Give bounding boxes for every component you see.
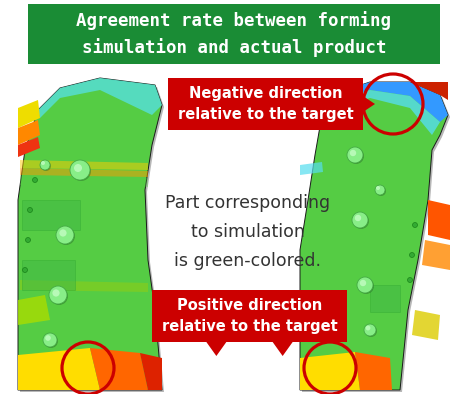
Circle shape xyxy=(23,268,28,273)
Polygon shape xyxy=(355,352,392,390)
Circle shape xyxy=(366,325,370,331)
Circle shape xyxy=(32,178,38,182)
Circle shape xyxy=(413,223,417,227)
Polygon shape xyxy=(20,280,148,292)
Polygon shape xyxy=(300,82,448,390)
FancyBboxPatch shape xyxy=(28,4,440,64)
Polygon shape xyxy=(340,82,448,122)
Polygon shape xyxy=(340,90,440,135)
FancyBboxPatch shape xyxy=(168,78,363,130)
Circle shape xyxy=(348,148,364,164)
Circle shape xyxy=(407,277,413,282)
Circle shape xyxy=(350,150,356,156)
Polygon shape xyxy=(20,168,148,177)
FancyBboxPatch shape xyxy=(152,290,347,342)
Circle shape xyxy=(25,238,31,242)
Circle shape xyxy=(40,160,50,170)
Polygon shape xyxy=(18,120,40,145)
Circle shape xyxy=(360,280,366,286)
Circle shape xyxy=(57,227,75,245)
Circle shape xyxy=(364,324,376,336)
Polygon shape xyxy=(370,285,400,312)
Polygon shape xyxy=(18,100,40,128)
Circle shape xyxy=(70,160,90,180)
Polygon shape xyxy=(300,162,323,175)
Circle shape xyxy=(347,147,363,163)
Polygon shape xyxy=(38,78,162,118)
Circle shape xyxy=(376,186,380,190)
Polygon shape xyxy=(20,330,148,344)
Circle shape xyxy=(41,161,51,171)
Circle shape xyxy=(43,333,57,347)
Circle shape xyxy=(74,164,82,172)
Text: Negative direction
relative to the target: Negative direction relative to the targe… xyxy=(178,86,353,122)
Circle shape xyxy=(44,334,58,348)
Polygon shape xyxy=(20,160,148,170)
Polygon shape xyxy=(422,240,450,270)
Text: Agreement rate between forming
simulation and actual product: Agreement rate between forming simulatio… xyxy=(77,11,392,57)
Circle shape xyxy=(52,290,60,297)
Polygon shape xyxy=(300,352,360,390)
Circle shape xyxy=(41,161,45,165)
Polygon shape xyxy=(428,200,450,240)
Polygon shape xyxy=(18,348,100,390)
Text: Part corresponding
to simulation
is green-colored.: Part corresponding to simulation is gree… xyxy=(165,194,330,270)
Circle shape xyxy=(59,229,67,237)
Polygon shape xyxy=(20,80,164,392)
Polygon shape xyxy=(302,84,450,392)
Polygon shape xyxy=(363,96,375,112)
Circle shape xyxy=(355,215,361,221)
Polygon shape xyxy=(22,200,80,230)
Polygon shape xyxy=(273,342,293,356)
Circle shape xyxy=(45,335,51,341)
Polygon shape xyxy=(18,295,50,325)
Circle shape xyxy=(49,286,67,304)
Circle shape xyxy=(28,208,32,212)
Circle shape xyxy=(375,185,385,195)
Circle shape xyxy=(50,287,68,305)
Circle shape xyxy=(376,186,386,196)
Polygon shape xyxy=(206,342,227,356)
Polygon shape xyxy=(18,137,40,157)
Circle shape xyxy=(365,325,377,337)
Circle shape xyxy=(56,226,74,244)
Polygon shape xyxy=(412,310,440,340)
Circle shape xyxy=(358,278,374,294)
Polygon shape xyxy=(20,175,148,187)
Circle shape xyxy=(409,253,415,258)
Polygon shape xyxy=(410,82,448,100)
Text: Positive direction
relative to the target: Positive direction relative to the targe… xyxy=(162,298,337,334)
Circle shape xyxy=(357,277,373,293)
Circle shape xyxy=(353,213,369,229)
Polygon shape xyxy=(22,260,75,290)
Polygon shape xyxy=(18,78,162,390)
Circle shape xyxy=(71,161,91,181)
Polygon shape xyxy=(90,348,148,390)
Polygon shape xyxy=(140,353,162,390)
Circle shape xyxy=(352,212,368,228)
